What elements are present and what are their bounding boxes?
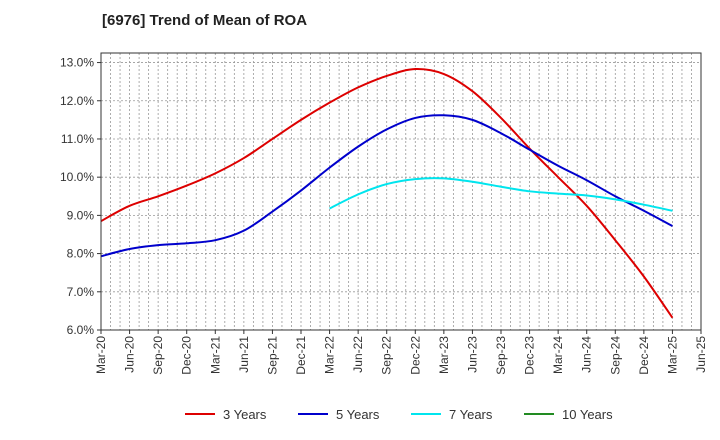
chart-title: [6976] Trend of Mean of ROA xyxy=(102,12,308,29)
series-line-7-years xyxy=(329,177,673,212)
legend-label: 10 Years xyxy=(562,407,613,422)
plot-border xyxy=(100,52,702,331)
series-line-5-years xyxy=(100,114,673,258)
x-tick-label: Dec-20 xyxy=(180,336,194,375)
x-tick-label: Jun-22 xyxy=(351,336,365,373)
legend-label: 3 Years xyxy=(223,407,267,422)
x-tick-label: Sep-23 xyxy=(494,336,508,375)
axes: 6.0% 7.0% 8.0% 9.0% 10.0% 11.0% 12.0% 13.0% Mar-… xyxy=(60,52,708,375)
x-tick-label: Mar-25 xyxy=(665,336,679,374)
x-tick-label: Jun-20 xyxy=(123,336,137,373)
legend: 3 Years 5 Years 7 Years 10 Years xyxy=(185,407,613,422)
y-tick-label: 7.0% xyxy=(67,285,95,299)
x-tick-label: Dec-24 xyxy=(637,336,651,375)
y-tick-label: 11.0% xyxy=(61,132,94,146)
x-tick-label: Mar-24 xyxy=(551,336,565,374)
plot-background xyxy=(101,53,701,330)
y-tick-label: 12.0% xyxy=(60,94,94,108)
y-tick-label: 6.0% xyxy=(67,323,95,337)
x-tick-label: Jun-23 xyxy=(465,336,479,373)
series-lines xyxy=(100,68,674,319)
x-tick-label: Sep-24 xyxy=(608,336,622,375)
series-line-3-years xyxy=(100,68,674,319)
x-tick-label: Mar-23 xyxy=(437,336,451,374)
x-tick-label: Sep-22 xyxy=(380,336,394,375)
y-tick-label: 9.0% xyxy=(67,208,95,222)
legend-label: 7 Years xyxy=(449,407,493,422)
x-tick-label: Dec-22 xyxy=(408,336,422,375)
plot-area xyxy=(101,53,701,330)
x-tick-label: Dec-21 xyxy=(294,336,308,375)
y-tick-label: 8.0% xyxy=(67,247,95,261)
x-tick-label: Jun-21 xyxy=(237,336,251,373)
x-tick-label: Sep-20 xyxy=(151,336,165,375)
x-tick-label: Mar-20 xyxy=(94,336,108,374)
x-tick-label: Dec-23 xyxy=(523,336,537,375)
x-tick-label: Jun-24 xyxy=(580,336,594,373)
x-tick-label: Sep-21 xyxy=(265,336,279,375)
x-tick-label: Mar-22 xyxy=(323,336,337,374)
legend-label: 5 Years xyxy=(336,407,380,422)
x-tick-label: Jun-25 xyxy=(694,336,708,373)
y-tick-label: 13.0% xyxy=(60,56,94,70)
x-tick-label: Mar-21 xyxy=(208,336,222,374)
y-tick-label: 10.0% xyxy=(60,170,94,184)
